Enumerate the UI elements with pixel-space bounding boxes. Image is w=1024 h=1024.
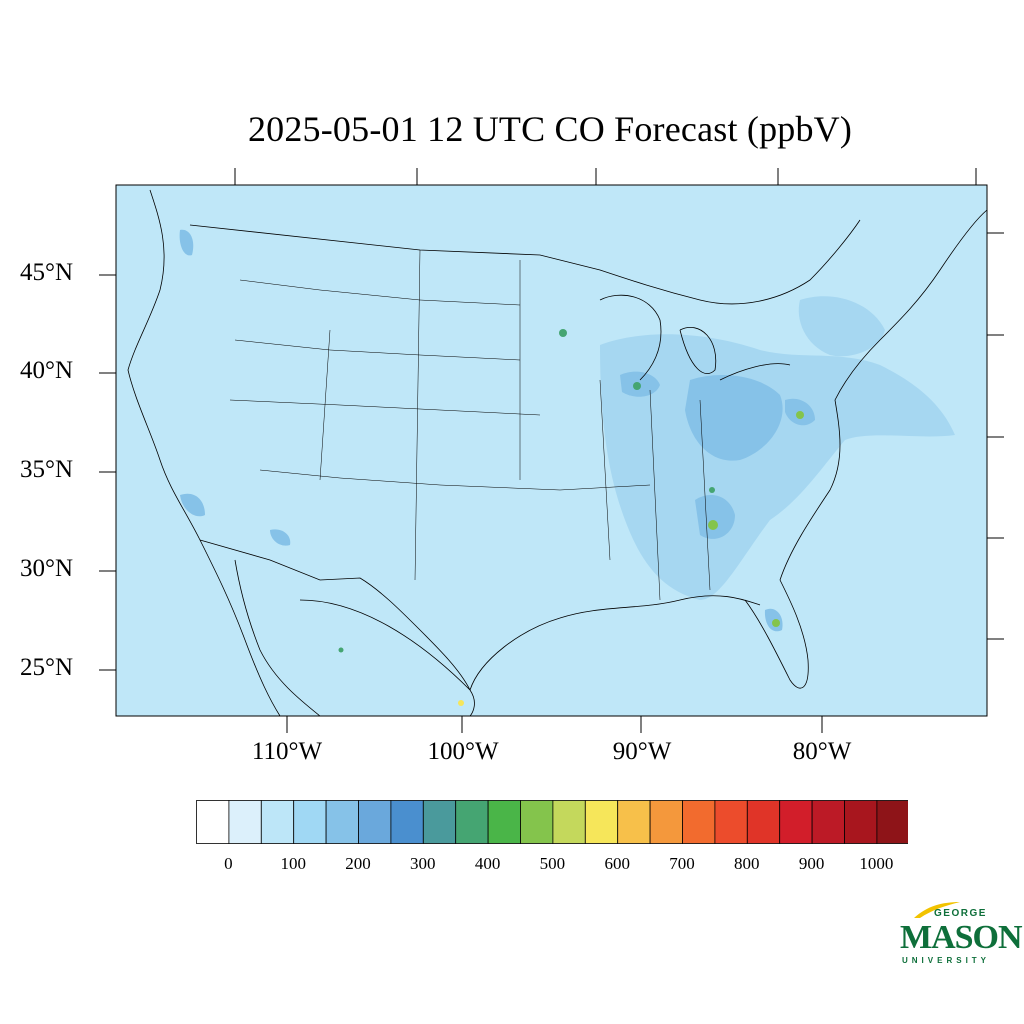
concentration-field	[179, 229, 955, 706]
lat-label-25: 25°N	[20, 654, 74, 681]
colorbar-box	[520, 800, 554, 844]
lat-label-35: 35°N	[20, 456, 74, 483]
colorbar-box	[390, 800, 424, 844]
colorbar-box	[293, 800, 327, 844]
colorbar-box	[682, 800, 716, 844]
lon-label-90w: 90°W	[612, 738, 672, 765]
hotspot-chicago	[633, 382, 641, 390]
west-coast	[127, 189, 281, 716]
enhanced-region-northeast	[798, 296, 885, 357]
colorbar-box	[617, 800, 651, 844]
boundaries	[127, 189, 987, 716]
hotspot-minneapolis	[559, 329, 567, 337]
colorbar-tick-label: 400	[474, 854, 501, 873]
high-region-ohio-valley	[685, 375, 783, 461]
lon-label-80w: 80°W	[792, 738, 852, 765]
great-lakes	[599, 294, 791, 381]
colorbar-box	[746, 800, 781, 844]
colorbar-tick-label: 700	[669, 854, 695, 873]
hotspot-monterrey	[458, 700, 464, 706]
enhanced-region-plume	[840, 372, 915, 409]
map-frame	[115, 184, 988, 717]
colorbar-box	[552, 800, 586, 844]
gulf-coast	[299, 599, 475, 716]
map-background	[116, 185, 987, 716]
colorbar-box	[584, 800, 619, 844]
logo-line3: UNIVERSITY	[902, 956, 991, 965]
lat-label-30: 30°N	[20, 555, 74, 582]
colorbar-box	[422, 800, 457, 844]
canada-border	[189, 219, 861, 305]
lat-label-40: 40°N	[20, 357, 74, 384]
high-region-phoenix	[270, 529, 291, 546]
colorbar	[196, 800, 908, 844]
east-coast	[779, 209, 987, 581]
gulf-coast-us	[469, 595, 761, 691]
colorbar-box	[455, 800, 489, 844]
gmu-logo: GEORGE MASON UNIVERSITY	[898, 898, 1023, 968]
state-lines	[229, 249, 711, 601]
colorbar-box	[844, 800, 878, 844]
lon-label-110w: 110°W	[251, 738, 323, 765]
colorbar-tick-label: 500	[539, 854, 566, 873]
logo-line1: GEORGE	[934, 908, 987, 919]
hotspot-birmingham	[709, 487, 715, 493]
hotspot-dc	[796, 411, 804, 419]
hotspot-atlanta	[708, 520, 718, 530]
mexico-border	[199, 539, 471, 691]
colorbar-box	[260, 800, 295, 844]
colorbar-box	[487, 800, 521, 844]
colorbar-tick-label: 100	[280, 854, 306, 873]
logo-line2: MASON	[900, 919, 1023, 956]
axis-ticks	[99, 168, 1004, 733]
colorbar-tick-label: 600	[604, 854, 630, 873]
high-region-atlanta	[695, 495, 735, 539]
colorbar-box	[649, 800, 683, 844]
lat-label-45: 45°N	[20, 259, 74, 286]
colorbar-box	[325, 800, 359, 844]
colorbar-box	[358, 800, 392, 844]
colorbar-box	[714, 800, 748, 844]
colorbar-box	[811, 800, 845, 844]
colorbar-box	[779, 800, 813, 844]
baja-peninsula	[234, 559, 321, 716]
colorbar-box	[228, 800, 262, 844]
logo-swoosh-icon	[914, 902, 960, 918]
colorbar-tick-label: 900	[798, 854, 825, 873]
colorbar-box	[196, 800, 230, 844]
colorbar-tick-label: 300	[410, 854, 436, 873]
high-region-seattle	[179, 229, 194, 256]
hotspot-tampa	[772, 619, 780, 627]
hotspot-mexico	[338, 647, 344, 653]
colorbar-tick-label: 1000	[859, 854, 894, 873]
high-region-la	[180, 493, 205, 517]
lon-label-100w: 100°W	[427, 738, 499, 765]
florida-coast	[744, 579, 809, 689]
colorbar-tick-label: 0	[224, 854, 233, 873]
colorbar-tick-label: 200	[345, 854, 371, 873]
colorbar-box	[876, 800, 908, 844]
map-title: 2025-05-01 12 UTC CO Forecast (ppbV)	[247, 109, 853, 149]
colorbar-tick-label: 800	[734, 854, 760, 873]
